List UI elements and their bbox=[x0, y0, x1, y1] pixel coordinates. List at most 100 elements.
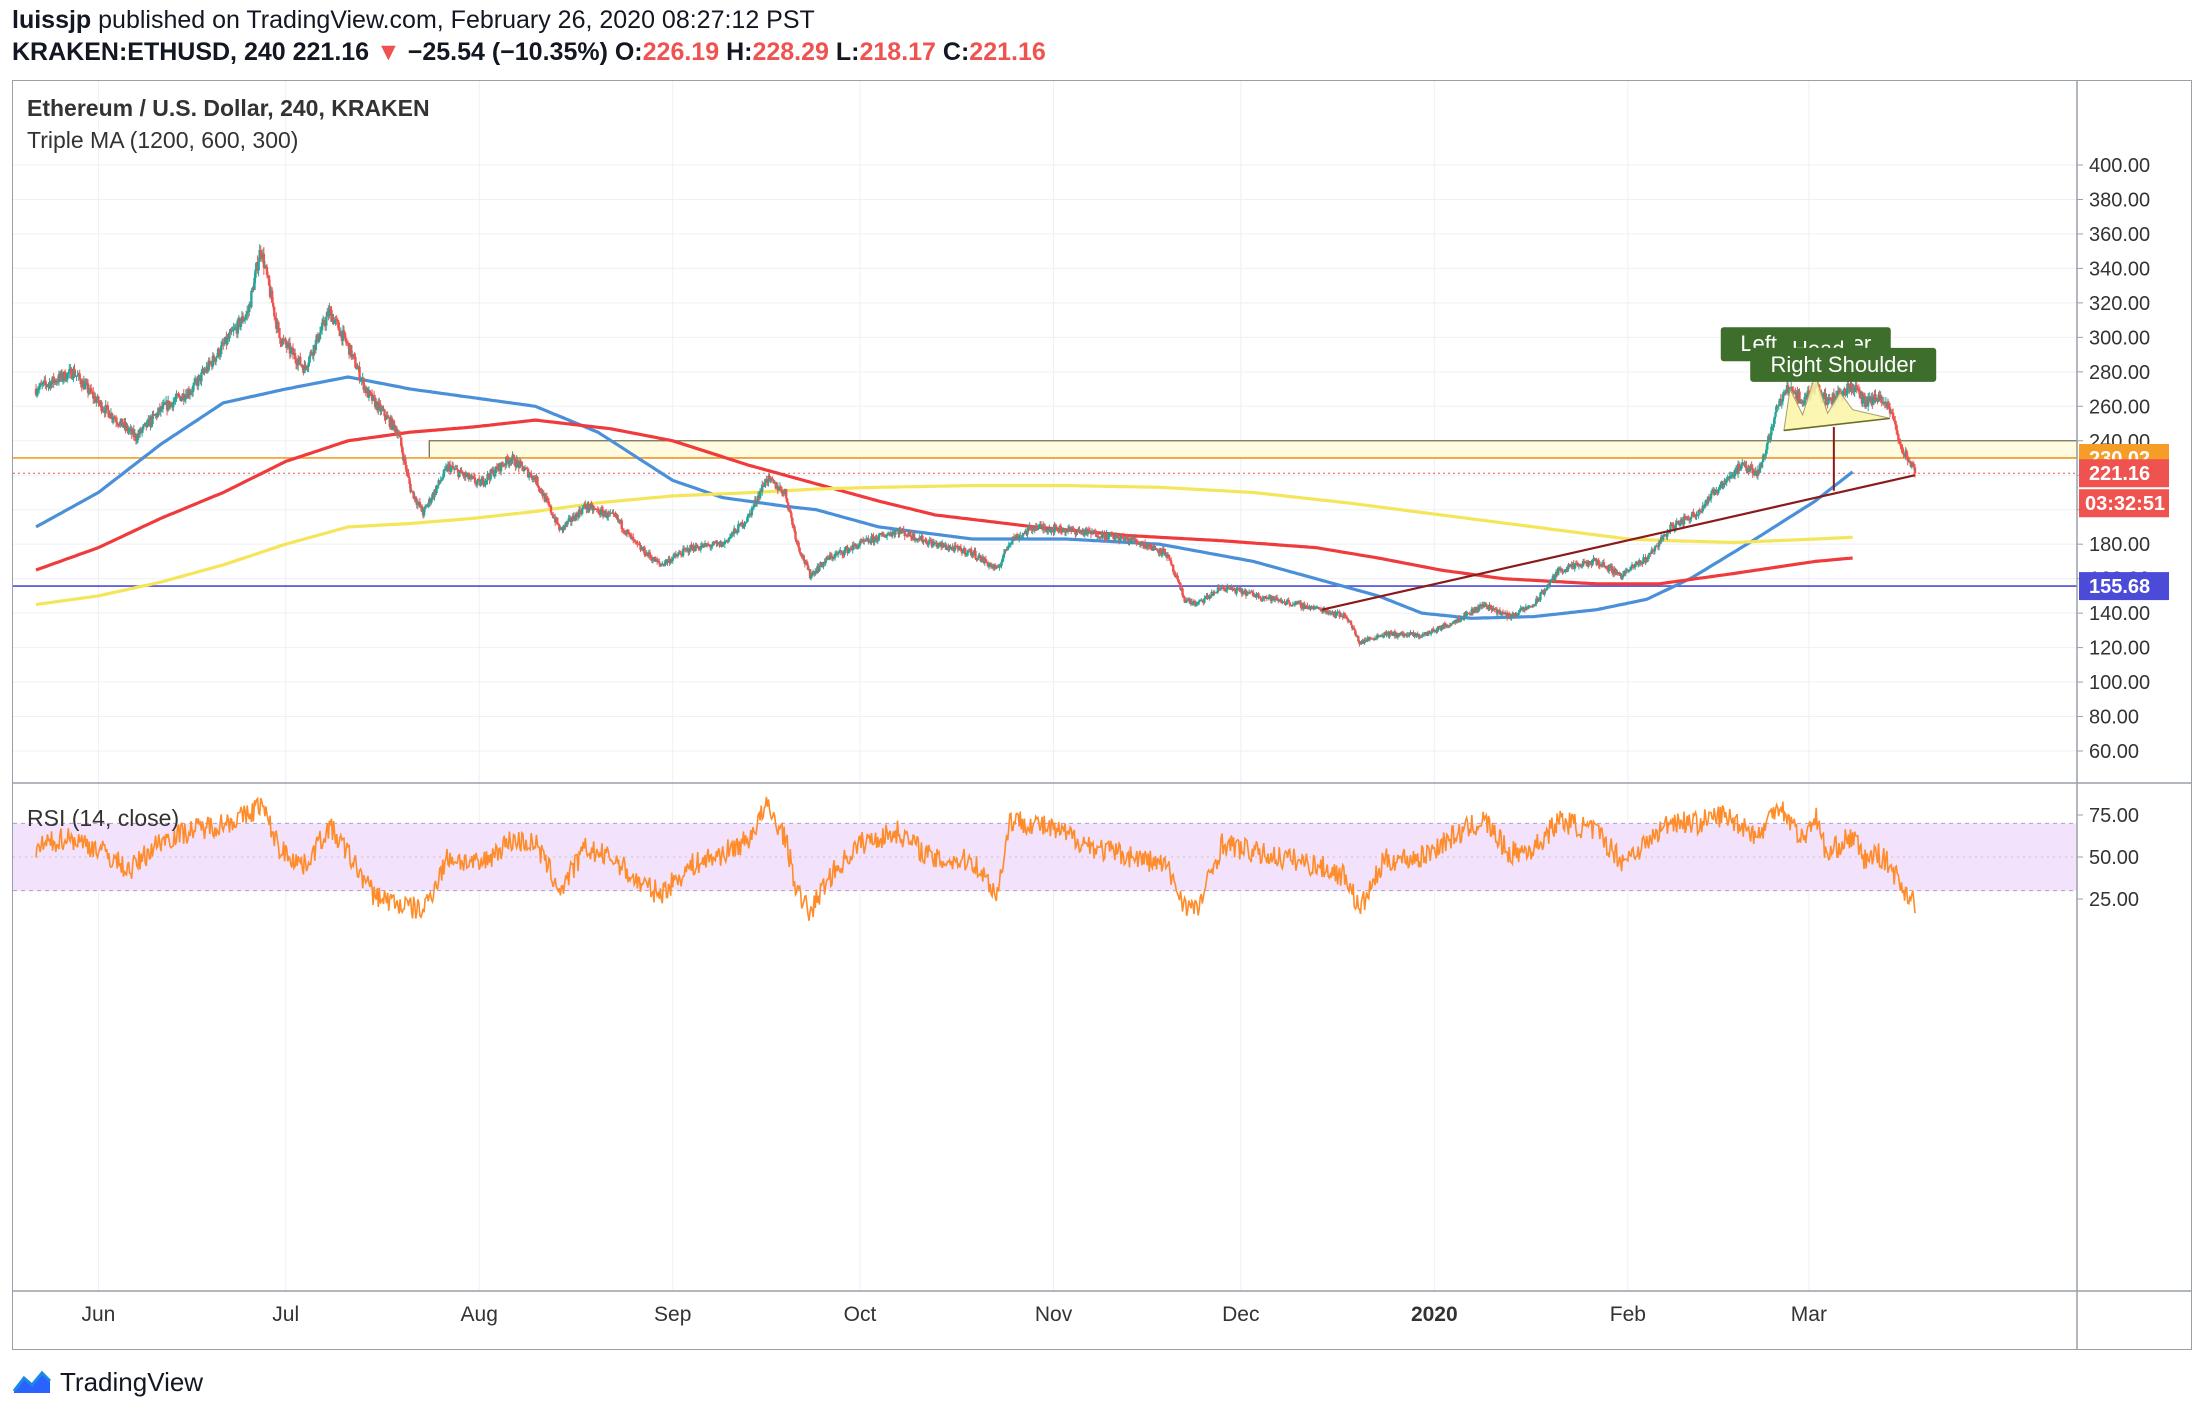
chart-container[interactable]: 400.00 380.00 360.00 340.00 320.00 300.00 280.… bbox=[12, 80, 2192, 1350]
candle-body bbox=[527, 474, 531, 478]
candle-body bbox=[1518, 610, 1521, 613]
candle-body bbox=[1035, 525, 1039, 531]
tradingview-brand[interactable]: TradingView bbox=[60, 1366, 204, 1397]
candle-body bbox=[1772, 423, 1775, 427]
candle-body bbox=[754, 499, 758, 504]
ma-legend[interactable]: Triple MA (1200, 600, 300) bbox=[27, 127, 299, 153]
candle-body bbox=[355, 367, 358, 370]
pattern-label-right-shoulder[interactable]: Right Shoulder bbox=[1770, 352, 1916, 377]
ma-line[interactable] bbox=[35, 484, 1853, 607]
candle-body bbox=[1182, 595, 1185, 598]
candle-body bbox=[306, 366, 309, 369]
candle-body bbox=[212, 355, 216, 361]
x-tick-label: Oct bbox=[844, 1303, 877, 1326]
candle-body bbox=[76, 375, 79, 377]
candle-body bbox=[1650, 549, 1653, 554]
y-tick-label: 280.00 bbox=[2089, 362, 2150, 384]
candle-body bbox=[963, 547, 967, 555]
candle-body bbox=[1161, 548, 1164, 555]
candle-body bbox=[908, 530, 912, 536]
candle-body bbox=[1637, 563, 1640, 566]
candle-body bbox=[1194, 604, 1198, 606]
pattern-label-right-shoulder-box[interactable] bbox=[1750, 347, 1937, 382]
candle-body bbox=[253, 277, 256, 291]
candle-body bbox=[325, 316, 328, 326]
candle-body bbox=[161, 404, 165, 410]
candle-body bbox=[480, 480, 483, 486]
candle-body bbox=[1143, 542, 1147, 548]
candle-body bbox=[1899, 442, 1902, 446]
candle-body bbox=[1729, 475, 1733, 477]
candle-body bbox=[143, 424, 146, 426]
candle-body bbox=[1714, 493, 1717, 495]
candle-body bbox=[793, 526, 796, 532]
candle-body bbox=[1167, 555, 1171, 559]
candle-body bbox=[549, 505, 553, 513]
candle-body bbox=[1621, 576, 1624, 579]
x-tick-label: Mar bbox=[1791, 1303, 1827, 1326]
candle-body bbox=[1766, 442, 1769, 450]
candle-body bbox=[354, 356, 357, 368]
price-tag[interactable] bbox=[2079, 459, 2169, 488]
candle-body bbox=[1508, 613, 1511, 617]
candle-body bbox=[54, 380, 57, 383]
candle-body bbox=[402, 452, 405, 461]
candle-body bbox=[688, 551, 691, 553]
candle-body bbox=[178, 395, 181, 397]
candle-body bbox=[1292, 604, 1296, 606]
candle-body bbox=[1420, 636, 1424, 638]
rsi-legend[interactable]: RSI (14, close) bbox=[27, 805, 180, 831]
candle-body bbox=[371, 395, 375, 401]
candle-body bbox=[67, 373, 70, 375]
tradingview-logo-icon[interactable] bbox=[12, 1369, 52, 1395]
candle-body bbox=[1645, 557, 1648, 563]
candle-body bbox=[135, 440, 139, 442]
candle-body bbox=[233, 327, 236, 329]
candle-body bbox=[1894, 420, 1897, 425]
candle-body bbox=[942, 542, 945, 547]
publisher-name[interactable]: luissjp bbox=[12, 6, 92, 34]
candle-body bbox=[1235, 588, 1238, 594]
candle-body bbox=[649, 556, 653, 558]
candle-body bbox=[98, 403, 101, 405]
candle-body bbox=[1857, 388, 1861, 392]
candle-body bbox=[980, 560, 983, 562]
candle-body bbox=[408, 477, 411, 484]
candle-body bbox=[878, 533, 881, 536]
candle-body bbox=[805, 561, 809, 565]
countdown-tag[interactable] bbox=[2079, 489, 2169, 518]
candle-body bbox=[1132, 537, 1135, 540]
candle-body bbox=[1822, 393, 1825, 400]
price-tag[interactable] bbox=[2079, 572, 2169, 601]
open-value: 226.19 bbox=[642, 38, 720, 66]
candle-body bbox=[1682, 516, 1686, 525]
candle-body bbox=[1216, 587, 1220, 593]
candle-body bbox=[1153, 546, 1156, 550]
footer: TradingView bbox=[12, 1362, 203, 1402]
candle-body bbox=[1892, 418, 1896, 421]
candle-body bbox=[1459, 619, 1462, 622]
candle-body bbox=[46, 385, 49, 387]
candle-body bbox=[456, 468, 459, 470]
price-chart[interactable]: 400.00 380.00 360.00 340.00 320.00 300.00 280.… bbox=[13, 81, 2191, 1349]
candle-body bbox=[229, 330, 232, 334]
candle-body bbox=[1119, 535, 1123, 539]
candle-body bbox=[259, 249, 262, 254]
neckline[interactable] bbox=[1783, 417, 1891, 432]
candle-body bbox=[1391, 634, 1394, 636]
candle-body bbox=[768, 475, 771, 477]
candle-body bbox=[1350, 624, 1354, 629]
candle-body bbox=[1548, 582, 1552, 586]
candle-body bbox=[141, 425, 145, 430]
ma-line[interactable] bbox=[35, 375, 1854, 620]
candle-body bbox=[1829, 398, 1832, 401]
candle-body bbox=[414, 496, 417, 502]
candle-body bbox=[111, 419, 115, 421]
candle-body bbox=[195, 379, 198, 381]
trendline[interactable] bbox=[1321, 474, 1916, 611]
candle-body bbox=[1725, 479, 1728, 483]
candle-body bbox=[636, 541, 639, 544]
candle-body bbox=[1335, 612, 1338, 616]
candle-body bbox=[494, 466, 498, 474]
candle-body bbox=[1611, 566, 1614, 573]
